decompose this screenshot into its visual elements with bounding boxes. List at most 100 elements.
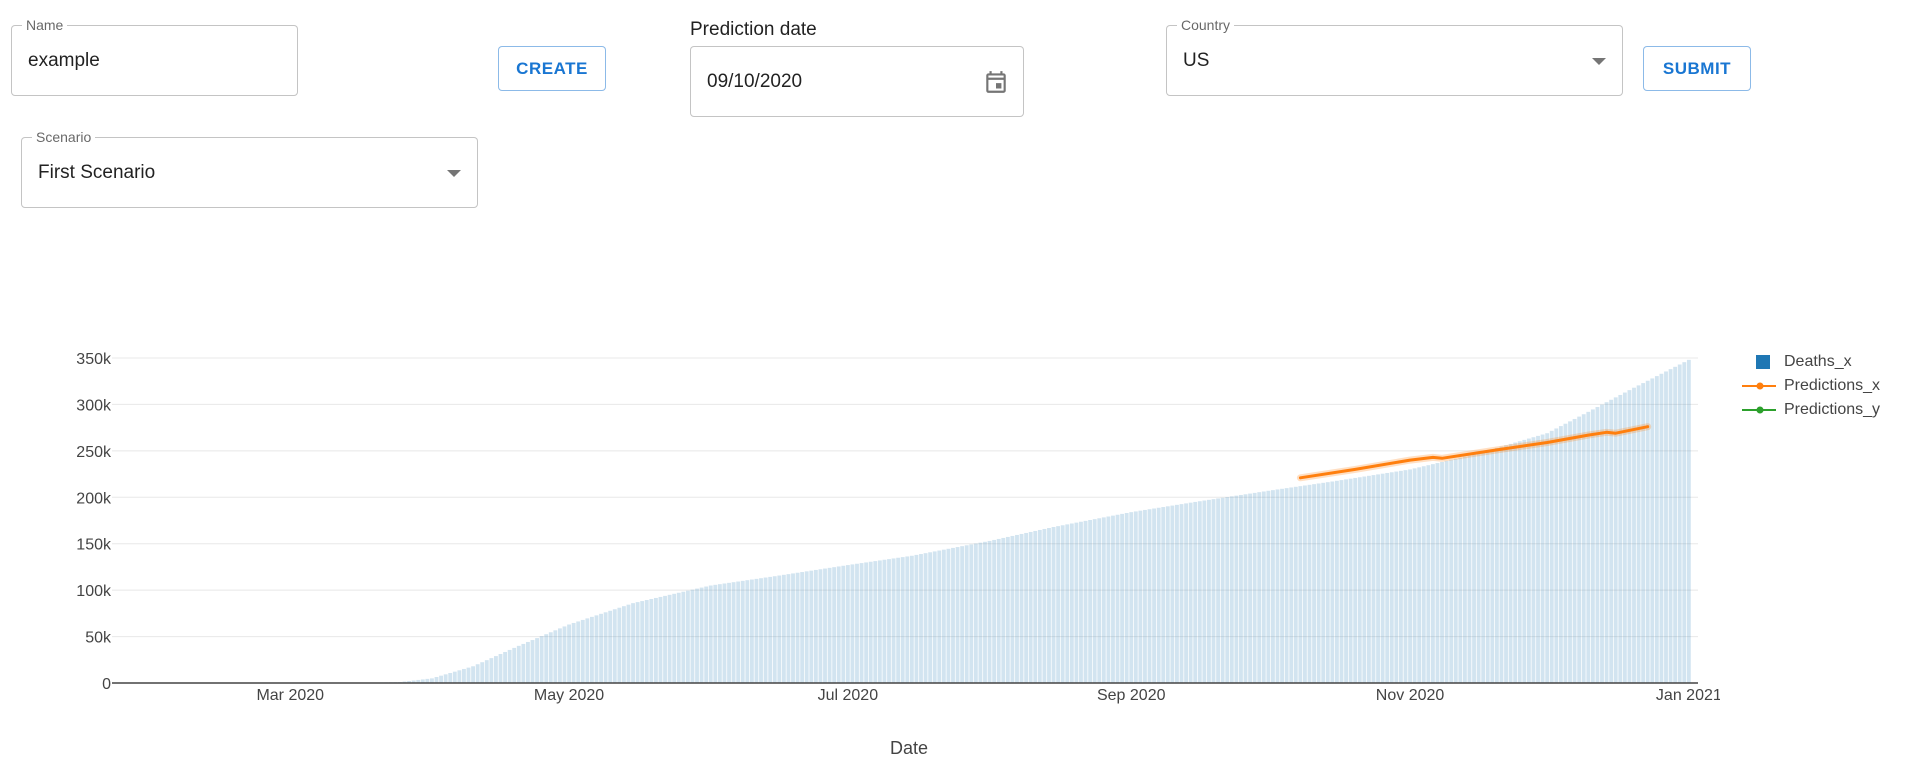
deaths-bar (585, 618, 589, 683)
deaths-bar (1600, 405, 1604, 683)
deaths-bar (1422, 466, 1426, 683)
deaths-bar (905, 556, 909, 683)
country-select[interactable]: Country US (1166, 25, 1623, 96)
deaths-bar (448, 673, 452, 683)
deaths-bar (1472, 455, 1476, 683)
deaths-bar (1257, 492, 1261, 683)
name-field-value[interactable]: example (28, 26, 100, 95)
deaths-bar (1358, 477, 1362, 683)
deaths-bar (1596, 407, 1600, 683)
deaths-bar (1449, 460, 1453, 683)
chevron-down-icon[interactable] (447, 170, 461, 177)
deaths-bar (485, 660, 489, 683)
deaths-bar (576, 621, 580, 683)
deaths-bar (1125, 513, 1129, 683)
deaths-bar (832, 567, 836, 683)
scenario-select[interactable]: Scenario First Scenario (21, 137, 478, 208)
deaths-bar (860, 563, 864, 683)
deaths-bar (1367, 476, 1371, 683)
deaths-bar (1285, 488, 1289, 683)
deaths-bar (919, 554, 923, 683)
deaths-bar (1212, 499, 1216, 683)
deaths-bar (1138, 511, 1142, 683)
deaths-bar (887, 559, 891, 683)
deaths-bar (896, 558, 900, 683)
deaths-bar (1673, 367, 1677, 683)
deaths-bar (1148, 509, 1152, 683)
deaths-bar (704, 587, 708, 683)
deaths-bar (1308, 485, 1312, 683)
deaths-bar (1111, 516, 1115, 683)
deaths-bar (750, 580, 754, 683)
deaths-bar (878, 560, 882, 683)
deaths-bar (1436, 463, 1440, 683)
deaths-bar (604, 612, 608, 683)
deaths-bar (1614, 397, 1618, 683)
deaths-bar (613, 609, 617, 683)
deaths-bar (489, 658, 493, 683)
name-field[interactable]: Name example (11, 25, 298, 96)
deaths-bar (805, 571, 809, 683)
deaths-bar (1504, 445, 1508, 683)
deaths-bar (1500, 447, 1504, 683)
x-tick-label: Mar 2020 (256, 687, 324, 704)
deaths-bar (1349, 479, 1353, 683)
deaths-bar (1321, 483, 1325, 683)
x-tick-label: May 2020 (534, 687, 604, 704)
create-button[interactable]: CREATE (498, 46, 606, 91)
deaths-bar (978, 543, 982, 683)
deaths-bar (759, 578, 763, 683)
deaths-bar (1221, 498, 1225, 683)
deaths-bar (1577, 417, 1581, 683)
deaths-bar (444, 674, 448, 683)
deaths-bar (599, 614, 603, 683)
legend-item-predictions-x[interactable]: Predictions_x (1736, 374, 1776, 398)
deaths-bar (942, 550, 946, 683)
deaths-bar (617, 608, 621, 683)
deaths-bar (1065, 524, 1069, 683)
deaths-bar (910, 556, 914, 683)
deaths-bar (1385, 473, 1389, 683)
y-tick-label: 200k (76, 490, 112, 507)
deaths-bar (1010, 536, 1014, 683)
calendar-icon[interactable] (983, 69, 1009, 95)
deaths-bar (983, 542, 987, 683)
deaths-bar (1001, 538, 1005, 683)
deaths-bar (1404, 470, 1408, 683)
deaths-bar (1070, 524, 1074, 683)
scenario-select-value[interactable]: First Scenario (38, 138, 155, 207)
deaths-bar (937, 551, 941, 683)
submit-button[interactable]: SUBMIT (1643, 46, 1751, 91)
deaths-bar (631, 603, 635, 683)
deaths-bar (814, 570, 818, 683)
deaths-bar (800, 572, 804, 683)
legend-item-predictions-y[interactable]: Predictions_y (1736, 398, 1776, 422)
x-tick-label: Jan 2021 (1656, 687, 1720, 704)
deaths-bar (773, 576, 777, 683)
legend-item-deaths[interactable]: Deaths_x (1736, 350, 1776, 374)
deaths-bar (1655, 376, 1659, 683)
deaths-bar (1020, 534, 1024, 683)
prediction-date-label: Prediction date (690, 19, 817, 41)
deaths-bar (1129, 512, 1133, 683)
deaths-bar (1660, 374, 1664, 683)
x-axis-label: Date (890, 738, 928, 757)
deaths-bar (1056, 526, 1060, 683)
deaths-bar (1399, 471, 1403, 683)
deaths-bar (1376, 474, 1380, 683)
legend-label-predictions-x: Predictions_x (1784, 377, 1880, 395)
prediction-date-field[interactable]: 09/10/2020 (690, 46, 1024, 117)
deaths-bar (1573, 419, 1577, 683)
deaths-bar (1445, 461, 1449, 683)
deaths-bar (494, 656, 498, 683)
line-swatch-icon (1736, 398, 1776, 422)
deaths-bar (1623, 393, 1627, 683)
deaths-bar (1038, 530, 1042, 683)
deaths-bar (1609, 400, 1613, 683)
deaths-bar (837, 566, 841, 683)
deaths-bar (1417, 467, 1421, 683)
deaths-bar (654, 598, 658, 683)
country-select-value[interactable]: US (1183, 26, 1209, 95)
prediction-date-value[interactable]: 09/10/2020 (707, 47, 802, 116)
chevron-down-icon[interactable] (1592, 58, 1606, 65)
